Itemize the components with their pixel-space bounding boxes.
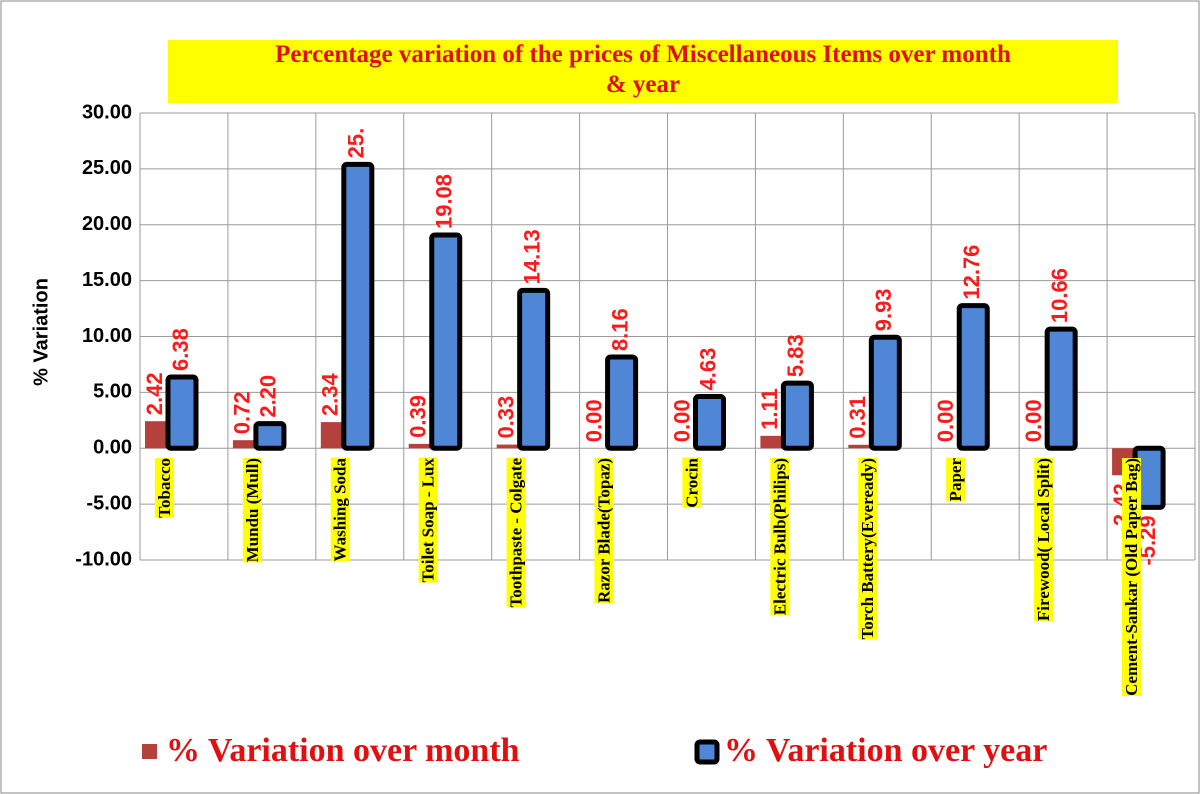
value-label: 10.66: [1047, 268, 1072, 323]
bar: [165, 374, 199, 451]
bar: [693, 394, 726, 451]
bar: [341, 161, 375, 451]
x-tick-label: Firewood( Local Split): [1034, 458, 1053, 621]
x-tick-label-bg: [330, 457, 350, 562]
value-label: 5.83: [783, 334, 808, 377]
title-box: [168, 40, 1118, 103]
y-tick-label: 20.00: [82, 213, 132, 235]
x-tick-label: Toothpaste - Colgate: [507, 458, 526, 608]
x-tick-label-bg: [594, 458, 614, 603]
legend: % Variation over month % Variation over y…: [142, 732, 1047, 769]
x-tick-label: Cement-Sankar (Old Paper Bag): [1122, 458, 1141, 696]
bar: [760, 435, 783, 449]
value-label: 0.00: [581, 399, 606, 442]
bar: [320, 422, 343, 449]
grid: [139, 112, 1196, 561]
x-tick-label-bg: [858, 458, 878, 640]
bar: [1044, 326, 1078, 451]
y-tick-label: 25.00: [82, 157, 132, 179]
x-tick-label: Mundu (Mull): [243, 458, 262, 562]
y-tick-label: 30.00: [82, 101, 132, 123]
x-tick-label-bg: [1034, 458, 1054, 622]
x-tick-label-bg: [506, 457, 526, 608]
x-tick-label-bg: [154, 458, 174, 518]
x-tick-label: Electric Bulb(Philips): [770, 458, 789, 615]
x-tick-label: Washing Soda: [331, 458, 350, 562]
bar: [605, 354, 639, 451]
x-tick-label-bg: [1121, 458, 1141, 696]
bar: [429, 232, 463, 451]
legend-label: % Variation over year: [724, 732, 1047, 769]
value-label: 4.63: [695, 348, 720, 391]
value-label: 25.: [344, 128, 369, 159]
x-tick-label-bg: [242, 458, 262, 563]
x-tick-label-bg: [946, 457, 966, 502]
x-tick-label: Crocin: [682, 457, 701, 507]
legend-swatch: [694, 739, 720, 765]
y-axis-label: % Variation: [30, 278, 52, 386]
value-label: 0.31: [845, 396, 870, 439]
value-label: 0.00: [933, 399, 958, 442]
bar: [848, 444, 871, 449]
x-tick-label-bg: [418, 457, 438, 583]
bar: [253, 421, 287, 451]
bar: [408, 443, 431, 449]
y-tick-label: -10.00: [75, 548, 132, 570]
value-label: 2.20: [256, 375, 281, 418]
value-label: 8.16: [607, 308, 632, 351]
value-label: 6.38: [168, 328, 193, 371]
value-label: 0.00: [1021, 399, 1046, 442]
value-label: 0.39: [406, 395, 431, 438]
legend-swatch: [142, 744, 157, 759]
value-label: 19.08: [432, 174, 457, 229]
x-tick-label-bg: [770, 458, 790, 616]
value-label: 2.42: [142, 372, 167, 415]
bar: [956, 303, 990, 451]
y-tick-label: 5.00: [93, 381, 132, 403]
x-tick-label: Torch Battery(Eveready): [858, 458, 877, 639]
x-tick-label: Razor Blade(Topaz): [594, 458, 613, 603]
value-label: 0.33: [493, 396, 518, 439]
labels: 2.426.38 Tobacco 0.72 2.20 Mundu (Mull) 2.34 2…: [142, 128, 1160, 696]
x-tick-label: Toilet Soap - Lux: [419, 458, 438, 583]
y-tick-label: 10.00: [82, 325, 132, 347]
value-label: 1.11: [757, 388, 782, 430]
bar: [145, 421, 167, 449]
y-tick-label: 0.00: [93, 437, 132, 459]
bar: [232, 440, 255, 449]
value-label: 0.00: [669, 399, 694, 442]
value-label: 0.72: [230, 391, 255, 434]
bar: [868, 334, 902, 451]
chart-title: Percentage variation of the prices of Mi…: [275, 41, 1011, 98]
bar: [517, 287, 551, 451]
legend-label: % Variation over month: [166, 732, 520, 769]
value-label: 9.93: [871, 288, 896, 331]
value-label: 14.13: [519, 229, 544, 284]
y-tick-label: 15.00: [82, 269, 132, 291]
value-label: 12.76: [959, 245, 984, 300]
bar: [780, 380, 814, 451]
x-tick-label: Tobacco: [155, 458, 174, 518]
y-tick-label: -5.00: [86, 492, 132, 514]
value-label: 2.34: [318, 373, 343, 417]
bar: [496, 444, 519, 449]
x-tick-label: Paper: [946, 458, 965, 502]
x-tick-label-bg: [682, 457, 702, 508]
bars: [145, 161, 1166, 510]
